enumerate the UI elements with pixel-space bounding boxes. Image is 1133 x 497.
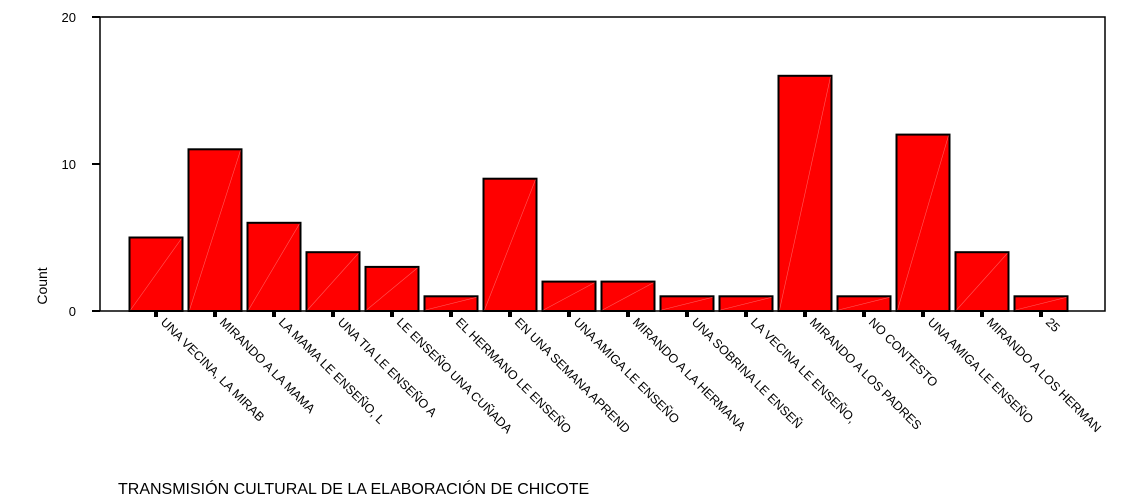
bar-group	[659, 295, 715, 312]
bar-group	[246, 221, 302, 312]
x-tick-label: LE ENSEÑO UNA CUÑADA	[394, 315, 515, 436]
x-axis-label: TRANSMISIÓN CULTURAL DE LA ELABORACIÓN D…	[118, 479, 589, 497]
y-tick-label: 10	[62, 157, 76, 172]
x-tick-label: UNA AMIGA LE ENSEÑO	[571, 315, 682, 426]
x-tick	[154, 311, 158, 317]
y-tick-label: 20	[62, 10, 76, 25]
x-tick	[567, 311, 571, 317]
bar-sheen	[248, 223, 300, 311]
x-tick	[508, 311, 512, 317]
x-tick-label: UNA SOBRINA LE ENSEÑ	[689, 315, 805, 431]
bar-group	[364, 265, 420, 312]
bar-sheen	[1015, 297, 1067, 311]
x-tick	[803, 311, 807, 317]
x-tick	[390, 311, 394, 317]
bar-sheen	[661, 297, 713, 311]
bar-group	[128, 236, 184, 312]
bar-group	[600, 280, 656, 313]
bar-sheen	[307, 252, 359, 311]
x-tick	[980, 311, 984, 317]
bar-sheen	[425, 297, 477, 311]
bar-sheen	[602, 282, 654, 311]
x-tick-label: MIRANDO A LOS PADRES	[807, 315, 924, 432]
bar-group	[718, 295, 774, 312]
bar-group	[541, 280, 597, 313]
bar-group	[187, 148, 243, 312]
bar-sheen	[956, 252, 1008, 311]
bar-group	[895, 133, 951, 312]
x-tick-label: LA VECINA LE ENSEÑO,	[748, 315, 859, 426]
bar-sheen	[189, 150, 241, 311]
bar-group	[954, 251, 1010, 312]
x-tick-label: 25	[1043, 315, 1063, 335]
bar-group	[423, 295, 479, 312]
x-tick	[1039, 311, 1043, 317]
bar-group	[836, 295, 892, 312]
bar-sheen	[130, 238, 182, 311]
bar-group	[777, 74, 833, 312]
y-axis: 0 10 20	[62, 10, 100, 319]
x-tick-label: EL HERMANO LE ENSEÑO	[453, 315, 574, 436]
x-tick-label: UNA VECINA, LA MIRAB	[158, 315, 267, 424]
bar-group	[482, 177, 538, 312]
x-tick-label: UNA TIA LE ENSEÑO A	[335, 315, 440, 420]
x-tick	[921, 311, 925, 317]
bar-sheen	[543, 282, 595, 311]
bar-sheen	[484, 179, 536, 311]
bar-sheen	[366, 267, 418, 311]
y-tick-label: 0	[69, 304, 76, 319]
x-tick	[862, 311, 866, 317]
bar-group	[1013, 295, 1069, 312]
bars	[128, 74, 1069, 313]
x-tick-label: MIRANDO A LA MAMA	[217, 315, 318, 416]
x-tick-label: EN UNA SEMANA APREND	[512, 315, 633, 436]
x-tick	[272, 311, 276, 317]
x-tick	[213, 311, 217, 317]
x-tick-label: MIRANDO A LOS HERMAN	[984, 315, 1104, 435]
x-tick	[685, 311, 689, 317]
x-tick	[449, 311, 453, 317]
x-tick-label: LA MAMA LE ENSEÑO, L	[276, 315, 388, 427]
bar-sheen	[720, 297, 772, 311]
bar-sheen	[779, 76, 831, 311]
bar-group	[305, 251, 361, 312]
x-tick	[744, 311, 748, 317]
x-tick	[331, 311, 335, 317]
bar-sheen	[838, 297, 890, 311]
x-tick-label: UNA AMIGA LE ENSEÑO	[925, 315, 1036, 426]
x-tick-label: MIRANDO A LA HERMANA	[630, 315, 749, 434]
y-axis-label: Count	[34, 267, 50, 304]
bar-sheen	[897, 135, 949, 311]
x-tick	[626, 311, 630, 317]
